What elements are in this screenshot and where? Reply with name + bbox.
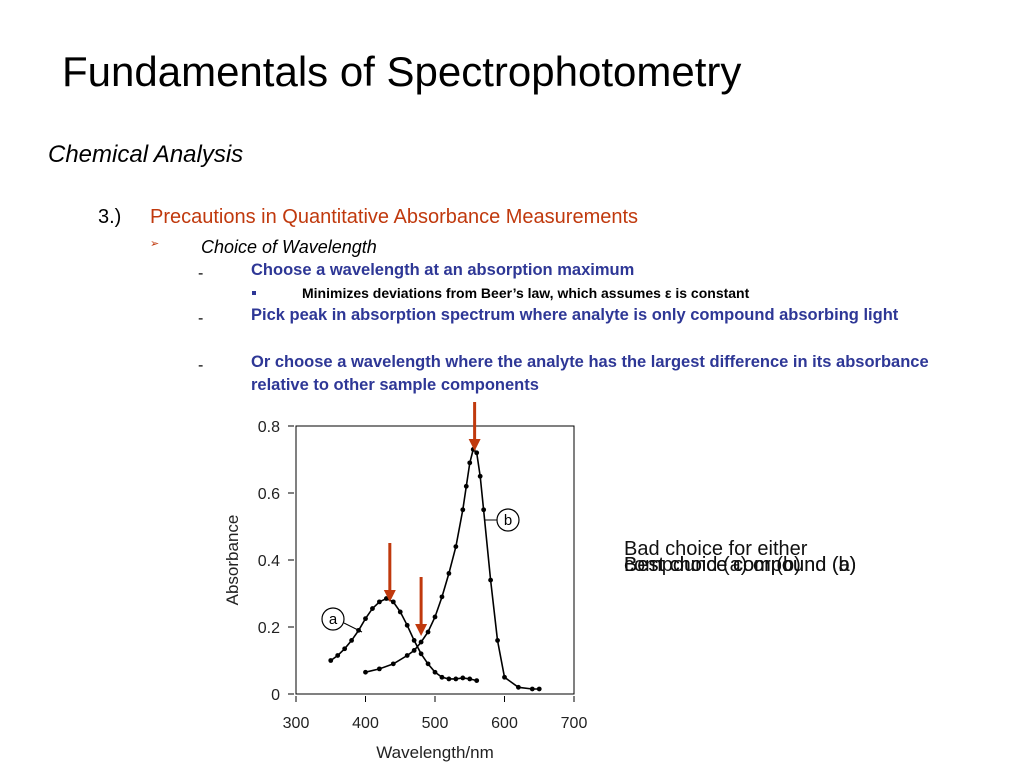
annotation-bad-choice: Bad choice for either compound (a) or (b… [624, 538, 808, 576]
section-number: 3.) [98, 206, 122, 228]
series-b-point [467, 460, 473, 466]
series-a-point [453, 676, 459, 682]
series-b-point [502, 674, 507, 680]
series-a-point [439, 674, 445, 680]
series-b-point [529, 686, 535, 692]
wavelength-arrow-head [468, 439, 481, 451]
sub-bullet: Minimizes deviations from Beer’s law, wh… [302, 285, 750, 301]
series-a-point [418, 651, 424, 657]
slide-title: Fundamentals of Spectrophotometry [62, 48, 742, 95]
series-b-point [377, 666, 382, 672]
bullet-1: Choose a wavelength at an absorption max… [251, 261, 635, 279]
series-b-point [363, 669, 368, 675]
plot-frame [295, 425, 575, 695]
series-a-point [328, 658, 334, 663]
arrow-bullet-icon: ➢ [150, 238, 160, 250]
series-b-point [495, 638, 500, 643]
series-b-point [474, 450, 480, 456]
dash-bullet-3: - [198, 357, 204, 374]
bullet-3: Or choose a wavelength where the analyte… [251, 353, 929, 394]
series-a-point [446, 676, 452, 682]
series-a-point [432, 669, 438, 675]
section-title: Precautions in Quantitative Absorbance M… [150, 206, 639, 228]
series-a-point [335, 653, 341, 658]
series-a-point [390, 599, 396, 605]
series-b-point [516, 684, 521, 690]
series-b-point [463, 483, 469, 489]
wavelength-arrow-head [383, 590, 396, 602]
series-b-point [536, 686, 542, 692]
x-tick-label: 600 [491, 715, 518, 732]
series-b-point [460, 507, 466, 513]
series-b-point [439, 594, 445, 600]
series-a-point [411, 638, 417, 643]
y-axis-label: Absorbance [223, 515, 242, 606]
series-a-point [377, 599, 382, 605]
series-a-callout-label: a [329, 611, 338, 628]
series-a-point [363, 616, 368, 622]
x-tick-label: 700 [561, 715, 588, 732]
y-tick-label: 0.4 [258, 553, 280, 570]
square-bullet-icon [252, 291, 256, 295]
series-a-point [404, 622, 410, 628]
series-b-point [432, 614, 438, 620]
series-a-leader-line [343, 622, 363, 633]
annotation-best-b: Best choice compound (b) [624, 554, 857, 576]
series-a-callout-circle [321, 607, 345, 631]
series-b-point [404, 653, 410, 658]
y-tick-label: 0.2 [258, 620, 280, 637]
series-a-line [330, 597, 477, 682]
series-a-point [342, 646, 348, 652]
series-b-point [390, 661, 396, 667]
series-b-callout-circle [496, 508, 520, 532]
y-tick-label: 0.8 [258, 419, 280, 436]
series-a-point [349, 638, 354, 643]
series-a-point [397, 609, 403, 615]
y-tick-label: 0.6 [258, 486, 280, 503]
series-b-line [365, 447, 540, 690]
series-a-point [370, 606, 375, 611]
x-axis-label: Wavelength/nm [376, 743, 493, 762]
series-b-point [418, 639, 424, 645]
bullet-2: Pick peak in absorption spectrum where a… [251, 306, 899, 324]
dash-bullet-1: - [198, 265, 204, 282]
series-b-point [453, 544, 459, 549]
series-b-point [488, 577, 493, 583]
series-a-point [467, 676, 473, 682]
series-b-callout-label: b [504, 512, 512, 529]
x-tick-label: 500 [422, 715, 449, 732]
series-b-point [481, 507, 487, 513]
series-b-point [477, 473, 483, 479]
y-tick-label: 0 [271, 687, 280, 704]
slide-subtitle: Chemical Analysis [48, 141, 244, 168]
x-tick-label: 300 [283, 715, 310, 732]
annotation-best-a: Best choice compound (a) [624, 554, 857, 576]
series-b-point [411, 648, 417, 653]
series-a-point [474, 678, 480, 683]
choice-heading: Choice of Wavelength [201, 237, 377, 257]
x-tick-label: 400 [352, 715, 379, 732]
series-a-point [460, 675, 466, 681]
series-a-point [425, 661, 431, 667]
wavelength-arrow-head [415, 624, 428, 636]
series-b-point [446, 571, 452, 576]
dash-bullet-2: - [198, 310, 204, 327]
series-b-point [425, 629, 431, 635]
